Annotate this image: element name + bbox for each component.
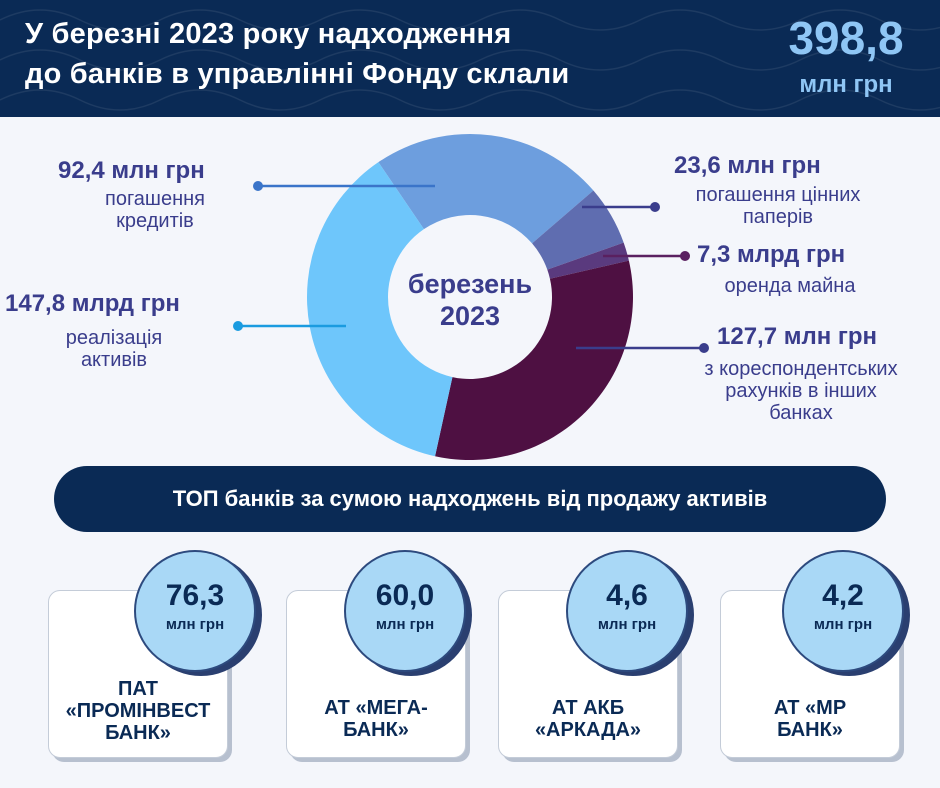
label-securities-line2: паперів <box>742 206 814 228</box>
bank-name-1-line1: ПАТ <box>117 678 159 700</box>
label-rent-amount: 7,3 млрд грн <box>697 241 846 268</box>
bank-bubble-3: 4,6 млн грн <box>566 550 688 672</box>
bank-name-3-line1: АТ АКБ <box>551 697 625 719</box>
donut-slice-3 <box>547 242 629 279</box>
label-credits-amount: 92,4 млн грн <box>58 157 205 184</box>
donut-chart <box>233 134 709 460</box>
bank-name-1-line2: «ПРОМІНВЕСТ <box>65 700 211 722</box>
label-credits-desc: погашення кредитів <box>60 188 250 232</box>
donut-slice-4 <box>435 260 633 460</box>
label-assets-desc: реалізація активів <box>20 327 208 371</box>
donut-slice-1 <box>378 134 594 244</box>
bank-bubble-4: 4,2 млн грн <box>782 550 904 672</box>
label-securities-desc: погашення цінних паперів <box>660 184 896 228</box>
label-rent-line1: оренда майна <box>724 275 856 297</box>
bank-name-2-line1: АТ «МЕГА- <box>324 697 428 719</box>
leader-dot-securities <box>650 202 660 212</box>
bank-name-2: АТ «МЕГА- БАНК» <box>286 697 466 741</box>
bank-unit-4: млн грн <box>813 616 873 633</box>
label-corr-desc: з кореспондентських рахунків в інших бан… <box>665 358 937 424</box>
bank-value-2: 60,0 <box>375 579 435 612</box>
label-corr-line3: банках <box>769 402 833 424</box>
top-banks-banner: ТОП банків за сумою надходжень від прода… <box>54 466 886 532</box>
label-credits-line2: кредитів <box>116 210 194 232</box>
bank-value-4: 4,2 <box>822 579 864 612</box>
bank-name-2-line2: БАНК» <box>343 719 409 741</box>
label-assets-line2: активів <box>80 349 148 371</box>
total-unit: млн грн <box>799 71 893 98</box>
bank-name-1: ПАТ «ПРОМІНВЕСТ БАНК» <box>48 678 228 744</box>
bank-name-4-line2: БАНК» <box>777 719 843 741</box>
leader-dot-credits <box>253 181 263 191</box>
bank-unit-2: млн грн <box>375 616 435 633</box>
title-line-1: У березні 2023 року надходження <box>25 18 512 50</box>
bank-value-1: 76,3 <box>165 579 225 612</box>
bank-unit-1: млн грн <box>165 616 225 633</box>
donut-slice-2 <box>532 190 624 270</box>
label-securities-amount: 23,6 млн грн <box>674 152 821 179</box>
leader-dot-corr <box>699 343 709 353</box>
bank-name-4-line1: АТ «МР <box>773 697 847 719</box>
header-pattern <box>0 9 940 111</box>
header: У березні 2023 року надходження до банкі… <box>0 0 940 117</box>
bank-bubble-1: 76,3 млн грн <box>134 550 256 672</box>
leader-dot-assets <box>233 321 243 331</box>
label-assets-amount: 147,8 млрд грн <box>5 290 180 317</box>
bank-name-1-line3: БАНК» <box>105 722 171 744</box>
total-value: 398,8 <box>788 12 904 64</box>
bank-name-3-line2: «АРКАДА» <box>534 719 642 741</box>
bank-unit-3: млн грн <box>597 616 657 633</box>
label-assets-line1: реалізація <box>65 327 163 349</box>
center-label-month: березень <box>407 269 533 299</box>
label-credits-line1: погашення <box>104 188 206 210</box>
label-corr-line1: з кореспондентських <box>704 358 898 380</box>
bank-value-3: 4,6 <box>606 579 648 612</box>
page-title: У березні 2023 року надходження до банкі… <box>25 14 569 94</box>
bank-name-3: АТ АКБ «АРКАДА» <box>498 697 678 741</box>
center-label-year: 2023 <box>439 301 501 331</box>
label-rent-desc: оренда майна <box>695 275 885 297</box>
donut-slice-5 <box>306 162 453 457</box>
label-corr-line2: рахунків в інших <box>725 380 877 402</box>
title-line-2: до банків в управлінні Фонду склали <box>25 58 570 90</box>
label-securities-line1: погашення цінних <box>695 184 861 206</box>
leader-dot-rent <box>680 251 690 261</box>
donut-center-label: березень 2023 <box>388 268 552 332</box>
bank-bubble-2: 60,0 млн грн <box>344 550 466 672</box>
bank-name-4: АТ «МР БАНК» <box>720 697 900 741</box>
label-corr-amount: 127,7 млн грн <box>717 323 878 350</box>
